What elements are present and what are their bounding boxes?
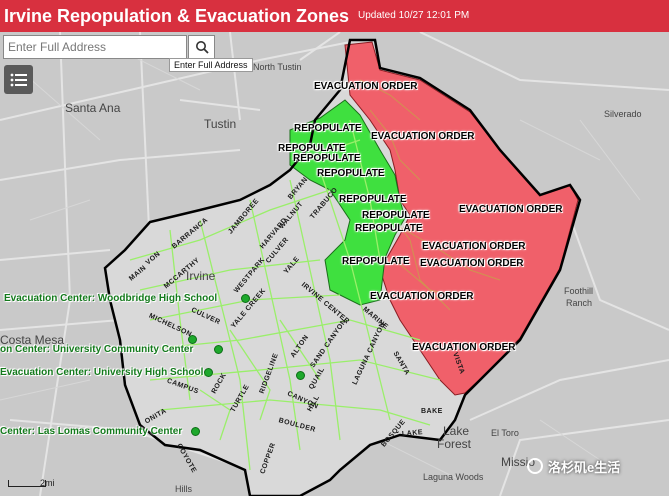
zone-label-evacuation: EVACUATION ORDER — [412, 342, 516, 353]
map-canvas — [0, 32, 669, 496]
evac-center-university-high[interactable]: Evacuation Center: University High Schoo… — [0, 367, 204, 378]
watermark-text: 洛杉矶e生活 — [548, 460, 621, 475]
zone-label-repopulate: REPOPULATE — [355, 223, 423, 234]
evac-center-marker[interactable] — [296, 371, 305, 380]
repopulate-zone[interactable] — [289, 99, 406, 306]
place-north-tustin: North Tustin — [253, 62, 302, 72]
irvine-streets — [129, 119, 441, 471]
address-search-input[interactable] — [4, 36, 190, 58]
search-icon — [195, 41, 209, 54]
zone-label-repopulate: REPOPULATE — [342, 256, 410, 267]
legend-list-button[interactable] — [4, 65, 33, 94]
evac-center-marker[interactable] — [188, 335, 197, 344]
address-search-box[interactable] — [3, 35, 190, 59]
evac-center-las-lomas[interactable]: Center: Las Lomas Community Center — [0, 426, 183, 437]
place-el-toro: El Toro — [491, 428, 519, 438]
evac-center-marker[interactable] — [214, 345, 223, 354]
place-silverado: Silverado — [604, 109, 642, 119]
zone-label-repopulate: REPOPULATE — [317, 168, 385, 179]
evac-center-woodbridge[interactable]: Evacuation Center: Woodbridge High Schoo… — [4, 293, 218, 304]
zone-label-evacuation: EVACUATION ORDER — [371, 131, 475, 142]
search-tooltip: Enter Full Address — [169, 58, 253, 72]
scale-label: 2mi — [40, 478, 55, 488]
place-mission-viejo: Missio — [501, 455, 536, 469]
scale-bar — [8, 480, 46, 487]
place-costa-mesa: Costa Mesa — [0, 333, 65, 347]
place-lake: Lake — [443, 424, 470, 438]
place-foothill: Foothill — [564, 286, 594, 296]
zone-label-evacuation: EVACUATION ORDER — [459, 204, 563, 215]
zone-label-repopulate: REPOPULATE — [339, 194, 407, 205]
evac-center-marker[interactable] — [204, 368, 213, 377]
place-forest: Forest — [437, 437, 472, 451]
map-view[interactable] — [0, 32, 669, 496]
evac-center-marker[interactable] — [191, 427, 200, 436]
zone-label-evacuation: EVACUATION ORDER — [420, 258, 524, 269]
street-bake: BAKE — [421, 408, 443, 415]
zone-label-evacuation: EVACUATION ORDER — [314, 81, 418, 92]
evac-center-marker[interactable] — [241, 294, 250, 303]
zone-label-repopulate: REPOPULATE — [278, 143, 346, 154]
updated-timestamp: Updated 10/27 12:01 PM — [358, 10, 470, 21]
zone-label-repopulate: REPOPULATE — [294, 123, 362, 134]
search-button[interactable] — [188, 35, 215, 59]
zone-label-evacuation: EVACUATION ORDER — [370, 291, 474, 302]
zone-label-evacuation: EVACUATION ORDER — [422, 241, 526, 252]
place-irvine: Irvine — [186, 269, 216, 283]
zone-label-repopulate: REPOPULATE — [362, 210, 430, 221]
place-tustin: Tustin — [204, 117, 237, 131]
place-ranch: Ranch — [566, 298, 593, 308]
zone-label-repopulate: REPOPULATE — [293, 153, 361, 164]
place-laguna-woods: Laguna Woods — [423, 472, 484, 482]
evac-center-university-community[interactable]: on Center: University Community Center — [0, 344, 194, 355]
place-santa-ana: Santa Ana — [65, 101, 121, 115]
watermark-logo-icon — [527, 458, 543, 474]
list-icon — [10, 73, 27, 86]
base-roads — [0, 32, 669, 496]
irvine-city-boundary — [103, 38, 582, 496]
place-hills: Hills — [175, 484, 192, 494]
app-title: Irvine Repopulation & Evacuation Zones — [4, 5, 350, 26]
header-bar: Irvine Repopulation & Evacuation Zones U… — [0, 0, 669, 32]
